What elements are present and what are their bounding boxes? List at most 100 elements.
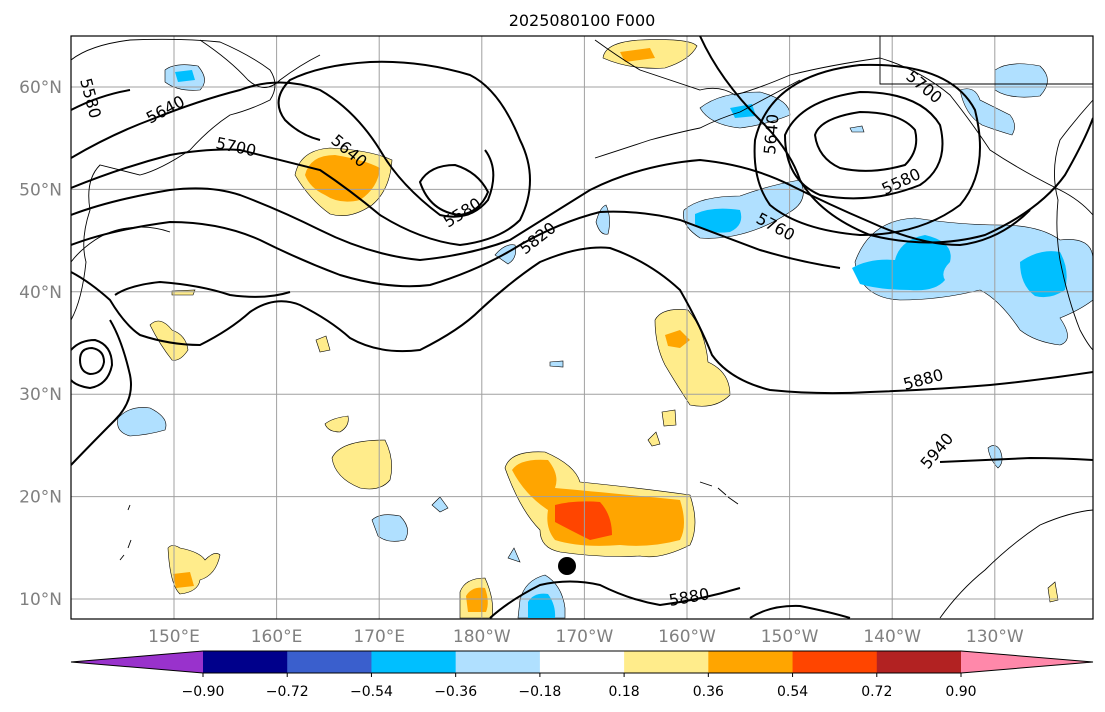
black-dot	[558, 557, 576, 575]
colorbar: −0.90 −0.72 −0.54 −0.36 −0.18 0.18 0.36 0.54 0.7…	[70, 650, 1094, 700]
coastline-hawaii	[699, 481, 739, 505]
colorbar-extend-right	[961, 651, 1093, 673]
colorbar-box	[876, 651, 962, 673]
anomaly-orange-bering	[620, 48, 655, 62]
colorbar-box	[371, 651, 457, 673]
anomaly-negative-west	[117, 407, 167, 437]
anomaly-negative-small-g	[849, 125, 865, 133]
anomaly-deepblue-east-b	[1020, 251, 1067, 298]
colorbar-tick-label: 0.54	[777, 684, 808, 700]
colorbar-box	[455, 651, 541, 673]
anomaly-orange-south	[466, 587, 488, 612]
contour-5880-main	[71, 246, 1093, 395]
coastline-bc	[1054, 99, 1093, 351]
anomaly-negative-small-c	[431, 496, 449, 513]
longitude-label: 150°W	[761, 627, 819, 647]
contour-5940	[71, 319, 132, 466]
longitude-label: 160°E	[251, 627, 303, 647]
longitude-label: 150°E	[148, 627, 200, 647]
colorbar-tick-label: −0.54	[350, 684, 393, 700]
longitude-label: 130°W	[966, 627, 1024, 647]
longitude-label: 180°W	[453, 627, 511, 647]
contour-5880-south	[489, 580, 741, 619]
anomaly-negative-mid	[371, 514, 408, 542]
coastline-canada	[879, 36, 1093, 85]
anomaly-negative-coast	[959, 88, 1015, 136]
contour-5760	[71, 210, 841, 288]
latitude-label: 40°N	[19, 283, 62, 303]
anomaly-positive-small-e	[315, 335, 331, 353]
colorbar-tick-label: −0.18	[518, 684, 561, 700]
contour-alaska-low-inner	[813, 110, 918, 172]
anomaly-deepblue-kamchatka	[175, 70, 195, 82]
longitude-label: 170°W	[556, 627, 614, 647]
map-frame	[70, 35, 1094, 620]
colorbar-tick-label: −0.90	[182, 684, 225, 700]
contour-label: 5640	[760, 113, 782, 155]
colorbar-box	[708, 651, 794, 673]
anomaly-positive-small-b	[324, 415, 349, 433]
anomaly-positive-small-d	[647, 431, 661, 447]
anomaly-positive-small-c	[661, 409, 677, 427]
colorbar-tick-label: 0.36	[693, 684, 724, 700]
coastline-islands-west	[119, 504, 132, 561]
height-contours	[71, 36, 1093, 619]
map-panel: 5580 5640 5700 5640 5580 5820 5640 5700 …	[19, 35, 1094, 647]
coastline-aleutians	[594, 79, 801, 159]
latitude-label: 50°N	[19, 180, 62, 200]
grid-lines	[71, 36, 1093, 619]
anomaly-positive-small-g	[171, 289, 196, 296]
colorbar-tick-label: −0.72	[266, 684, 309, 700]
contour-5820	[71, 158, 1031, 262]
anomaly-orange-southwest	[173, 572, 194, 588]
coastline-alaska	[594, 39, 1093, 216]
contour-5940-east	[939, 456, 1093, 463]
anomaly-orange-japan-north	[305, 155, 380, 202]
colorbar-tick-label: 0.18	[609, 684, 640, 700]
anomaly-positive-small-a	[149, 320, 189, 361]
colorbar-box	[539, 651, 625, 673]
contour-5640-west	[71, 81, 495, 218]
longitude-label: 170°E	[353, 627, 405, 647]
longitude-label: 140°W	[863, 627, 921, 647]
latitude-label: 10°N	[19, 590, 62, 610]
anomaly-positive-west-mid	[331, 439, 392, 490]
latitude-label: 20°N	[19, 488, 62, 508]
coastline-mexico	[939, 509, 1093, 619]
anomaly-deepblue-aleutian	[730, 104, 756, 118]
anomaly-negative-small-e	[549, 360, 564, 368]
colorbar-extend-left	[71, 651, 203, 673]
contour-5700	[71, 60, 531, 247]
anomaly-negative-canada	[994, 63, 1048, 98]
contour-5880-southeast	[749, 604, 851, 619]
latitude-labels: 10°N 20°N 30°N 40°N 50°N 60°N	[19, 78, 62, 610]
longitude-label: 160°W	[658, 627, 716, 647]
contour-5580-west	[71, 89, 131, 111]
coastlines	[71, 36, 1093, 619]
anomaly-red-central	[555, 501, 612, 540]
colorbar-box	[287, 651, 372, 673]
anomaly-deepblue-gulf	[695, 208, 742, 233]
anomaly-positive-small-f	[1047, 581, 1059, 603]
contour-alaska-low-outer	[753, 63, 981, 237]
anomaly-deepblue-east	[852, 235, 951, 291]
colorbar-tick-label: 0.90	[945, 684, 976, 700]
contour-small-low-outer	[71, 338, 114, 390]
colorbar-box	[792, 651, 878, 673]
contour-alaska-5700	[699, 36, 1093, 244]
colorbar-box	[203, 651, 288, 673]
longitude-labels: 150°E 160°E 170°E 180°W 170°W 160°W 150°W 140°W…	[148, 627, 1024, 647]
colorbar-tick-label: 0.72	[861, 684, 892, 700]
latitude-label: 60°N	[19, 78, 62, 98]
contour-5880-inner	[114, 280, 291, 298]
coastline-kamchatka	[199, 39, 321, 88]
map-title: 2025080100 F000	[509, 11, 656, 30]
contour-alaska-low-mid	[783, 90, 944, 200]
anomaly-fills	[117, 39, 1093, 619]
contour-small-low	[78, 346, 106, 376]
anomaly-negative-small-d	[507, 547, 521, 563]
colorbar-box	[624, 651, 709, 673]
anomaly-deepblue-south	[528, 593, 556, 618]
colorbar-tick-label: −0.36	[434, 684, 477, 700]
